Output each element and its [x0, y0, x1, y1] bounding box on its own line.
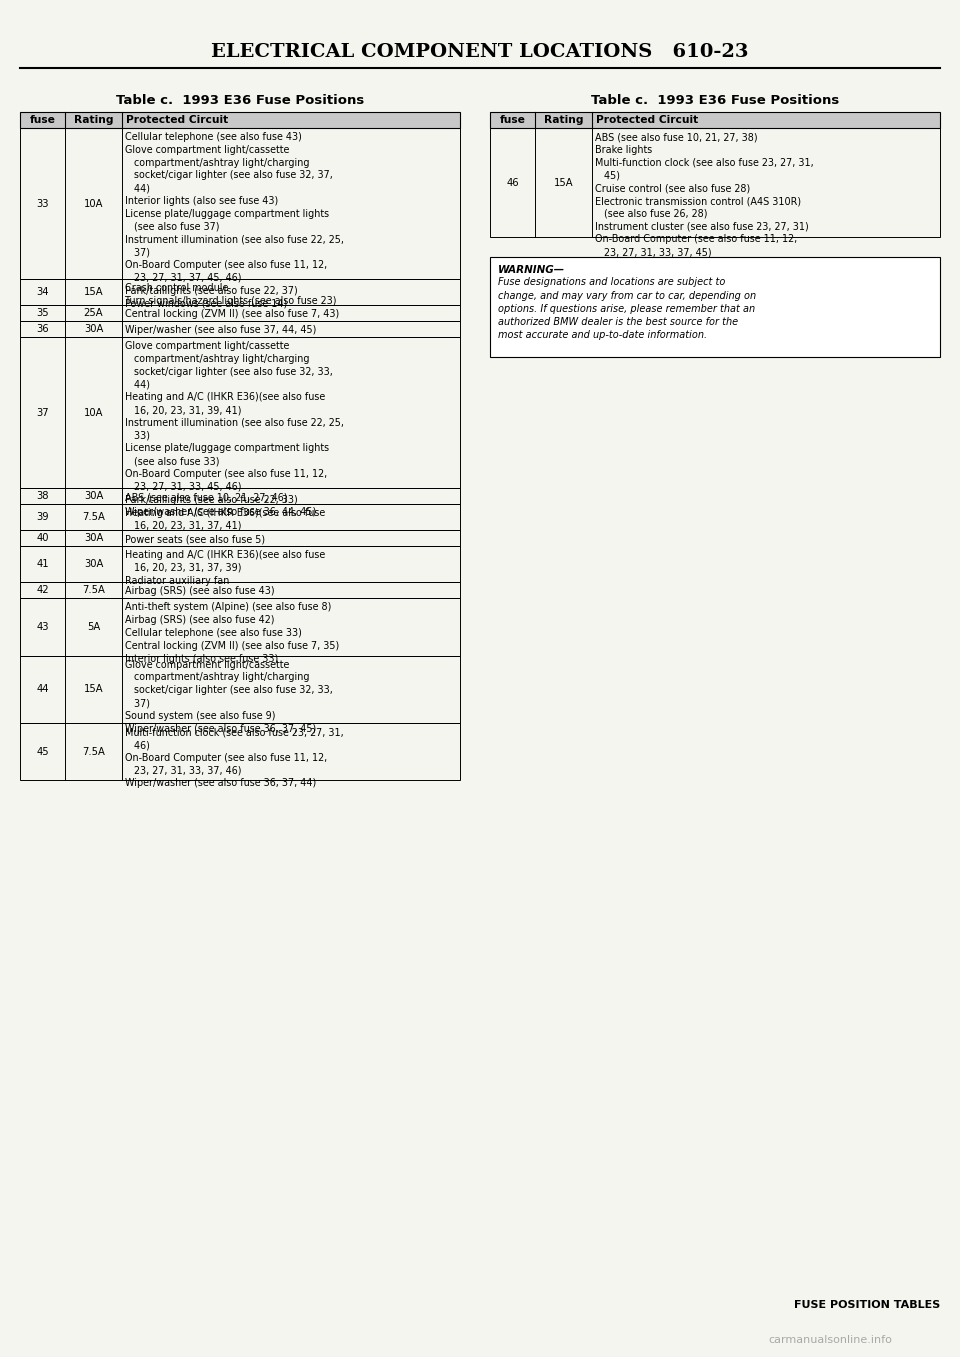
- Text: fuse: fuse: [30, 115, 56, 125]
- Text: Central locking (ZVM II) (see also fuse 7, 43): Central locking (ZVM II) (see also fuse …: [125, 309, 339, 319]
- Text: FUSE POSITION TABLES: FUSE POSITION TABLES: [794, 1300, 940, 1310]
- Text: fuse: fuse: [499, 115, 525, 125]
- Text: 45: 45: [36, 746, 49, 757]
- Text: 7.5A: 7.5A: [82, 746, 105, 757]
- Text: 34: 34: [36, 288, 49, 297]
- Text: 25A: 25A: [84, 308, 104, 318]
- Text: 7.5A: 7.5A: [82, 585, 105, 596]
- Bar: [490, 113, 940, 128]
- Text: Rating: Rating: [543, 115, 584, 125]
- Text: Multi-function clock (see also fuse 23, 27, 31,
   46)
On-Board Computer (see al: Multi-function clock (see also fuse 23, …: [125, 727, 344, 788]
- Text: 15A: 15A: [84, 684, 104, 695]
- Text: ABS (see also fuse 10, 21, 27, 38)
Brake lights
Multi-function clock (see also f: ABS (see also fuse 10, 21, 27, 38) Brake…: [595, 132, 814, 258]
- Text: ELECTRICAL COMPONENT LOCATIONS   610-23: ELECTRICAL COMPONENT LOCATIONS 610-23: [211, 43, 749, 61]
- Bar: [20, 546, 460, 582]
- FancyBboxPatch shape: [20, 113, 460, 128]
- Text: 46: 46: [506, 178, 518, 187]
- Text: 10A: 10A: [84, 198, 104, 209]
- Bar: [20, 337, 460, 489]
- Text: 39: 39: [36, 512, 49, 522]
- FancyBboxPatch shape: [490, 113, 940, 128]
- Text: 7.5A: 7.5A: [82, 512, 105, 522]
- Bar: [20, 598, 460, 655]
- Text: 37: 37: [36, 407, 49, 418]
- Bar: [20, 280, 460, 305]
- Bar: [20, 505, 460, 531]
- Text: Crash control module
Turn signals/hazard lights (see also fuse 23): Crash control module Turn signals/hazard…: [125, 284, 337, 305]
- Text: 30A: 30A: [84, 533, 103, 543]
- Text: ABS (see also fuse 10, 21, 27, 46): ABS (see also fuse 10, 21, 27, 46): [125, 493, 287, 502]
- Text: 43: 43: [36, 622, 49, 632]
- Text: Protected Circuit: Protected Circuit: [596, 115, 698, 125]
- Text: Heating and A/C (IHKR E36)(see also fuse
   16, 20, 23, 31, 37, 39)
Radiator aux: Heating and A/C (IHKR E36)(see also fuse…: [125, 550, 325, 586]
- Bar: [20, 305, 460, 322]
- Bar: [20, 489, 460, 505]
- Bar: [20, 655, 460, 723]
- Text: Airbag (SRS) (see also fuse 43): Airbag (SRS) (see also fuse 43): [125, 586, 275, 596]
- Text: 35: 35: [36, 308, 49, 318]
- Bar: [20, 128, 460, 280]
- Text: 33: 33: [36, 198, 49, 209]
- Text: Fuse designations and locations are subject to
change, and may vary from car to : Fuse designations and locations are subj…: [498, 277, 756, 341]
- Text: 44: 44: [36, 684, 49, 695]
- Bar: [490, 128, 940, 237]
- Text: 41: 41: [36, 559, 49, 569]
- Text: 42: 42: [36, 585, 49, 596]
- Bar: [20, 113, 460, 128]
- Bar: [490, 258, 940, 357]
- Text: 15A: 15A: [84, 288, 104, 297]
- Bar: [20, 322, 460, 337]
- Text: Power seats (see also fuse 5): Power seats (see also fuse 5): [125, 535, 265, 544]
- Text: Anti-theft system (Alpine) (see also fuse 8)
Airbag (SRS) (see also fuse 42)
Cel: Anti-theft system (Alpine) (see also fus…: [125, 603, 339, 664]
- Text: 38: 38: [36, 491, 49, 501]
- Text: 30A: 30A: [84, 559, 103, 569]
- Text: 30A: 30A: [84, 324, 103, 334]
- Text: carmanualsonline.info: carmanualsonline.info: [768, 1335, 892, 1345]
- Text: 30A: 30A: [84, 491, 103, 501]
- Text: Glove compartment light/cassette
   compartment/ashtray light/charging
   socket: Glove compartment light/cassette compart…: [125, 660, 333, 734]
- Text: Glove compartment light/cassette
   compartment/ashtray light/charging
   socket: Glove compartment light/cassette compart…: [125, 341, 344, 517]
- Text: Table c.  1993 E36 Fuse Positions: Table c. 1993 E36 Fuse Positions: [116, 94, 364, 106]
- Text: Cellular telephone (see also fuse 43)
Glove compartment light/cassette
   compar: Cellular telephone (see also fuse 43) Gl…: [125, 132, 344, 308]
- Text: Wiper/washer (see also fuse 37, 44, 45): Wiper/washer (see also fuse 37, 44, 45): [125, 326, 317, 335]
- Bar: [20, 531, 460, 546]
- Text: 5A: 5A: [86, 622, 100, 632]
- Text: WARNING—: WARNING—: [498, 266, 565, 275]
- Text: Protected Circuit: Protected Circuit: [126, 115, 228, 125]
- Text: Rating: Rating: [74, 115, 113, 125]
- Text: Table c.  1993 E36 Fuse Positions: Table c. 1993 E36 Fuse Positions: [590, 94, 839, 106]
- Bar: [20, 582, 460, 598]
- Text: 10A: 10A: [84, 407, 104, 418]
- Text: 40: 40: [36, 533, 49, 543]
- Text: Heating and A/C (IHKR E36)(see also fuse
   16, 20, 23, 31, 37, 41): Heating and A/C (IHKR E36)(see also fuse…: [125, 509, 325, 531]
- Bar: [20, 723, 460, 780]
- Text: 15A: 15A: [554, 178, 573, 187]
- Text: 36: 36: [36, 324, 49, 334]
